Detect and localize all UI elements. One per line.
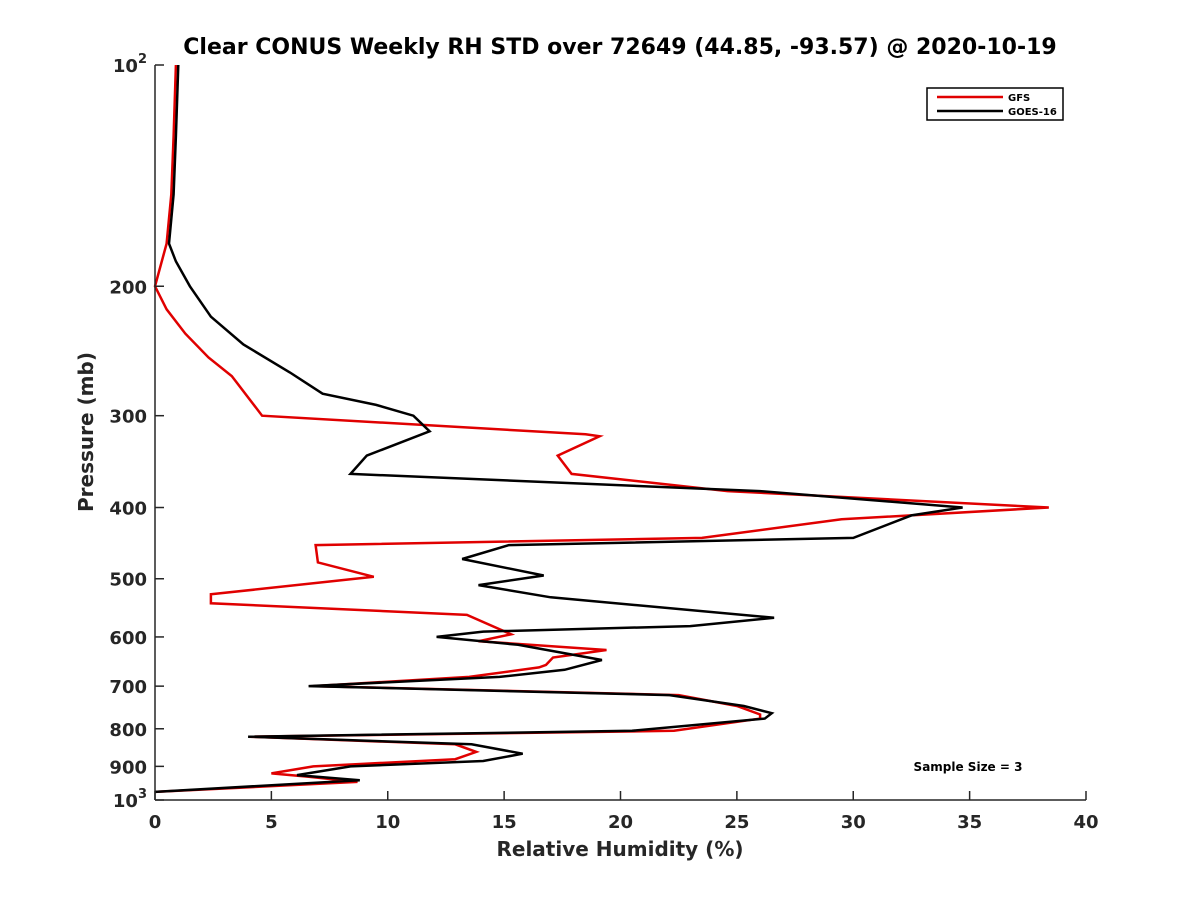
y-tick-label: 500: [109, 570, 147, 591]
y-tick-label: 300: [109, 407, 147, 428]
y-axis-ticks: 102 200 300 400 500 600 700 800 900 103: [109, 52, 164, 812]
x-tick-label: 20: [608, 812, 633, 833]
legend-box: [926, 87, 1064, 121]
plot-area: 0 5 10 15 20 25 30 35 40 102 200 300 400 500 600 700 80…: [109, 52, 1098, 833]
sample-size-annotation: Sample Size = 3: [914, 760, 1023, 774]
x-tick-label: 0: [149, 812, 162, 833]
y-tick-label: 400: [109, 499, 147, 520]
y-tick-label: 800: [109, 720, 147, 741]
x-tick-label: 40: [1073, 812, 1098, 833]
x-tick-label: 15: [492, 812, 517, 833]
x-tick-label: 30: [841, 812, 866, 833]
y-tick-label: 900: [109, 757, 147, 778]
y-tick-label: 102: [113, 52, 147, 77]
x-axis-label: Relative Humidity (%): [496, 837, 743, 861]
legend: GFS GOES-16: [926, 87, 1064, 121]
y-axis-label: Pressure (mb): [74, 352, 98, 512]
series-layer: [153, 64, 1049, 794]
y-tick-label: 103: [113, 787, 147, 812]
x-axis-ticks: 0 5 10 15 20 25 30 35 40: [149, 791, 1099, 833]
y-tick-label: 600: [109, 628, 147, 649]
y-tick-label: 200: [109, 277, 147, 298]
chart-title: Clear CONUS Weekly RH STD over 72649 (44…: [183, 35, 1056, 60]
x-tick-label: 25: [724, 812, 749, 833]
x-tick-label: 10: [375, 812, 400, 833]
x-tick-label: 5: [265, 812, 278, 833]
legend-label-goes16: GOES-16: [1008, 107, 1057, 118]
y-tick-label: 700: [109, 677, 147, 698]
x-tick-label: 35: [957, 812, 982, 833]
legend-label-gfs: GFS: [1008, 93, 1030, 104]
series-line-goes16: [154, 64, 963, 794]
